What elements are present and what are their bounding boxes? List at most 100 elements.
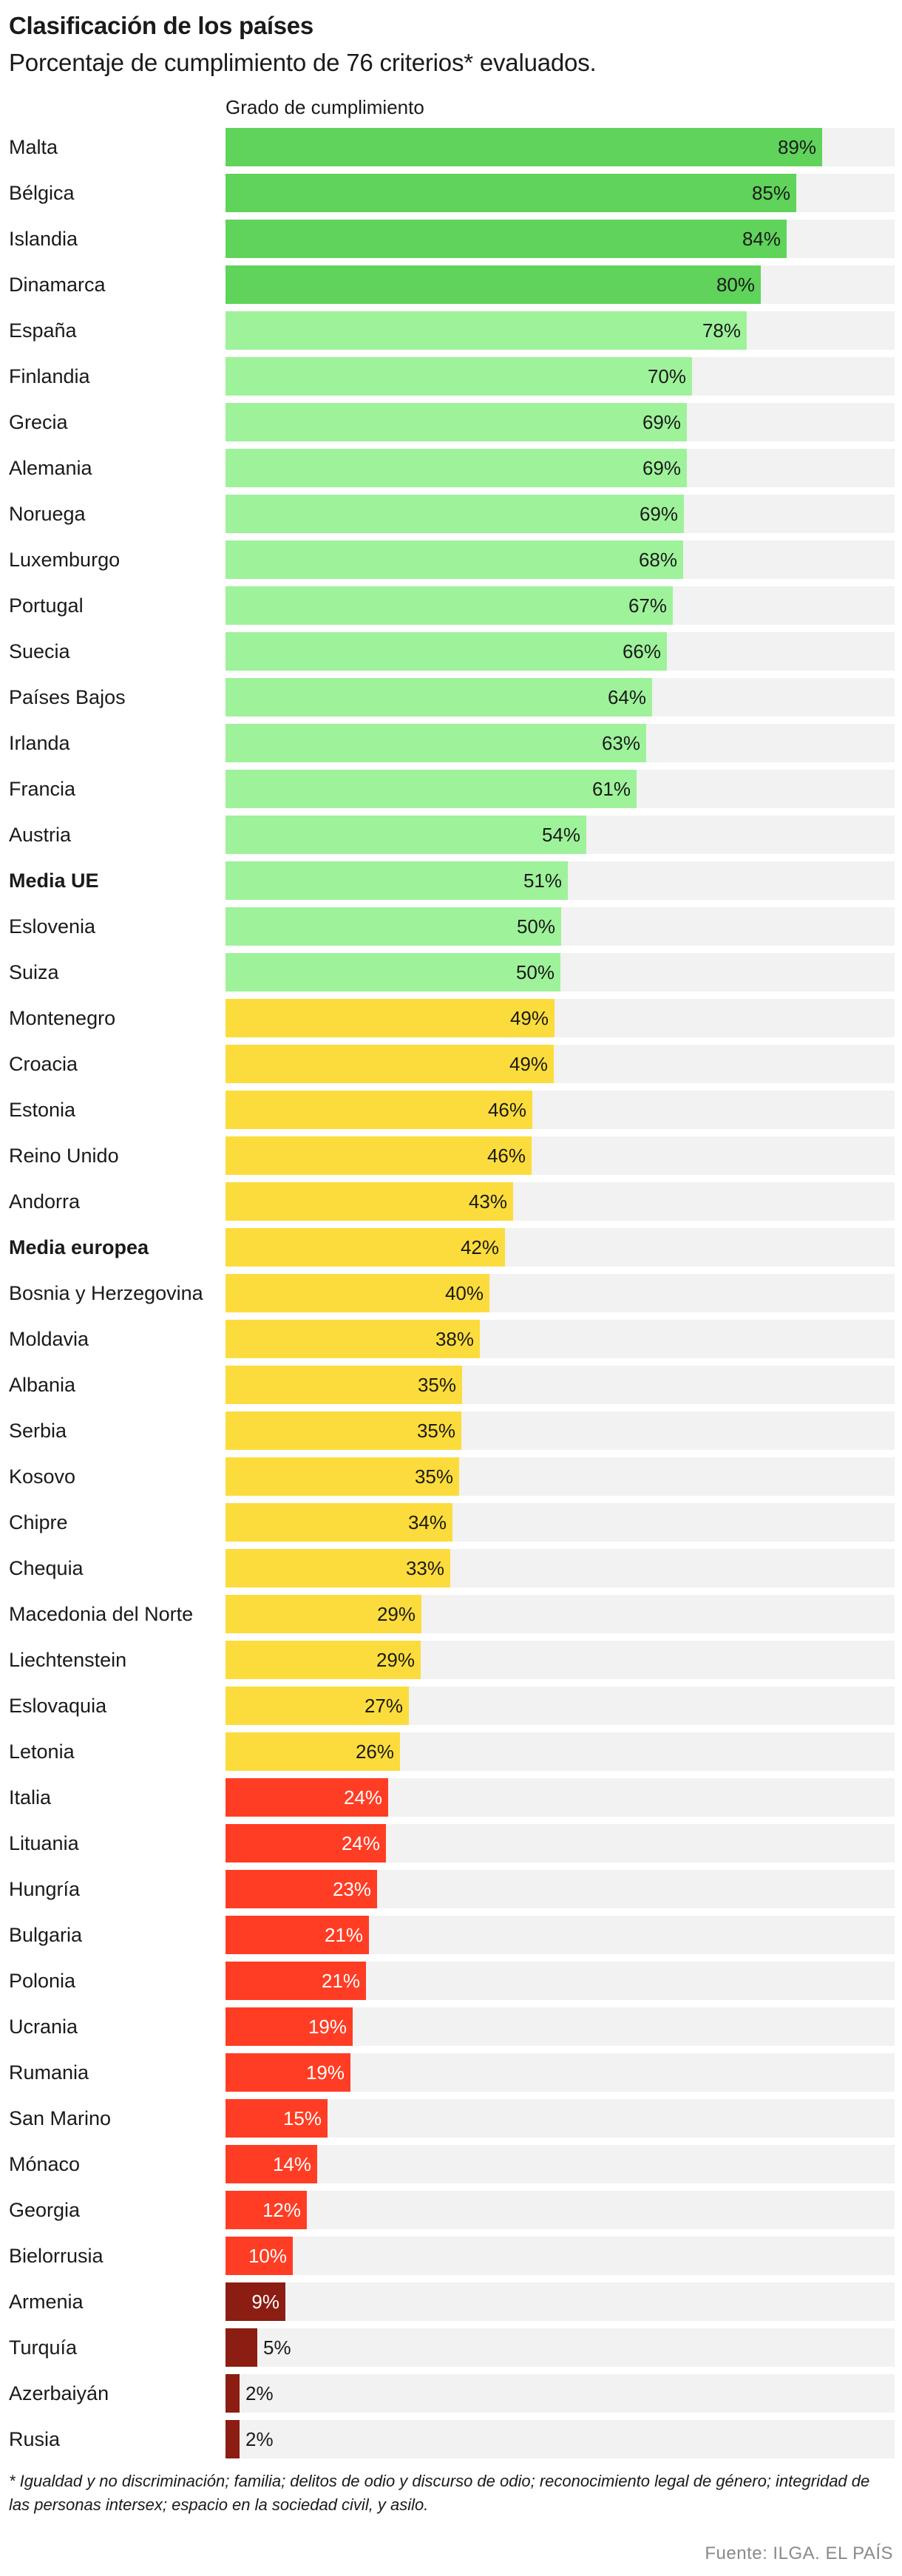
category-label: Finlandia (9, 365, 90, 387)
bar (226, 1595, 421, 1633)
bar-track: 63% (226, 724, 895, 762)
category-label: Macedonia del Norte (9, 1603, 194, 1625)
bar (226, 2237, 293, 2275)
category-label: Dinamarca (9, 274, 106, 296)
bar-track: 19% (226, 2007, 895, 2046)
bar-row: Eslovenia 50% (0, 904, 902, 949)
data-label: 70% (647, 365, 686, 387)
data-label: 64% (607, 686, 646, 708)
data-label: 10% (248, 2245, 287, 2267)
bar-row: Mónaco 14% (0, 2141, 902, 2187)
bar-row: Austria 54% (0, 812, 902, 858)
data-label: 49% (509, 1053, 548, 1075)
category-label: Andorra (9, 1190, 81, 1213)
bar-track: 2% (226, 2420, 895, 2458)
bar (226, 586, 673, 625)
bar-track: 26% (226, 1732, 895, 1771)
bar-row: Estonia 46% (0, 1087, 902, 1133)
bar-track: 68% (226, 540, 895, 579)
bar-track: 61% (226, 770, 895, 808)
bar (226, 311, 747, 350)
bar-row: España 78% (0, 308, 902, 353)
data-label: 35% (417, 1374, 456, 1396)
bar-row: Media europea 42% (0, 1224, 902, 1270)
data-label: 15% (282, 2107, 322, 2129)
bar (226, 861, 568, 900)
bar-row: Polonia 21% (0, 1958, 902, 2004)
bar-track: 49% (226, 999, 895, 1037)
data-label: 49% (509, 1007, 549, 1029)
bar-track: 29% (226, 1641, 895, 1679)
data-label: 50% (515, 961, 555, 983)
category-label: Suiza (9, 961, 59, 983)
bar-row: Países Bajos 64% (0, 674, 902, 720)
data-label: 29% (376, 1603, 416, 1625)
category-label: Italia (9, 1786, 52, 1809)
bar (226, 1457, 459, 1496)
category-label: Rusia (9, 2428, 61, 2450)
data-label: 38% (435, 1328, 474, 1350)
category-label: Países Bajos (9, 686, 126, 708)
data-label: 24% (341, 1832, 380, 1854)
bar-row: Suecia 66% (0, 628, 902, 674)
bar-track: 69% (226, 403, 895, 441)
bar (226, 1411, 461, 1450)
data-label: 5% (263, 2336, 291, 2359)
bar-track: 27% (226, 1687, 895, 1725)
data-label: 89% (777, 136, 816, 158)
category-label: Polonia (9, 1970, 76, 1992)
category-label: Armenia (9, 2291, 84, 2313)
bar-row: Moldavia 38% (0, 1316, 902, 1362)
data-label: 43% (468, 1190, 507, 1213)
bar-row: Luxemburgo 68% (0, 537, 902, 583)
bar-row: Bélgica 85% (0, 170, 902, 216)
category-label: Ucrania (9, 2016, 78, 2038)
bar-track: 10% (226, 2237, 895, 2275)
bar (226, 2328, 257, 2367)
category-label: Chipre (9, 1511, 68, 1533)
data-label: 35% (414, 1465, 453, 1488)
bar (226, 1503, 452, 1542)
bar (226, 1136, 532, 1175)
data-label: 85% (751, 182, 790, 204)
bar-track: 69% (226, 449, 895, 487)
bar-row: Bielorrusia 10% (0, 2233, 902, 2279)
bar (226, 2053, 350, 2092)
bar-row: Alemania 69% (0, 445, 902, 491)
bar (226, 220, 787, 258)
bar-row: Portugal 67% (0, 583, 902, 628)
data-label: 63% (601, 732, 640, 754)
data-label: 27% (364, 1695, 403, 1717)
data-label: 2% (245, 2382, 274, 2404)
bar (226, 1824, 386, 1862)
bar (226, 816, 586, 854)
data-label: 69% (642, 457, 681, 479)
data-label: 21% (324, 1924, 363, 1946)
bar-track: 78% (226, 311, 895, 350)
bar (226, 1366, 462, 1404)
bar-row: Noruega 69% (0, 491, 902, 537)
bar (226, 1641, 421, 1679)
bar-row: Grecia 69% (0, 399, 902, 445)
category-label: Bélgica (9, 182, 75, 204)
data-label: 12% (262, 2199, 301, 2221)
bar (226, 1182, 513, 1221)
bar-track: 33% (226, 1549, 895, 1587)
bar-track: 19% (226, 2053, 895, 2092)
category-label: Media UE (9, 870, 99, 892)
bar-row: Hungría 23% (0, 1866, 902, 1912)
bar (226, 1274, 489, 1312)
bar (226, 128, 822, 166)
bar-row: Georgia 12% (0, 2187, 902, 2233)
bar (226, 1228, 505, 1267)
bar (226, 2099, 328, 2138)
bar-track: 35% (226, 1366, 895, 1404)
bar-track: 54% (226, 816, 895, 854)
data-label: 66% (622, 640, 661, 662)
bar (226, 2374, 240, 2413)
bar-row: Reino Unido 46% (0, 1133, 902, 1179)
category-label: Lituania (9, 1832, 79, 1854)
bar-track: 29% (226, 1595, 895, 1633)
bar-row: Francia 61% (0, 766, 902, 812)
data-label: 84% (742, 228, 781, 250)
